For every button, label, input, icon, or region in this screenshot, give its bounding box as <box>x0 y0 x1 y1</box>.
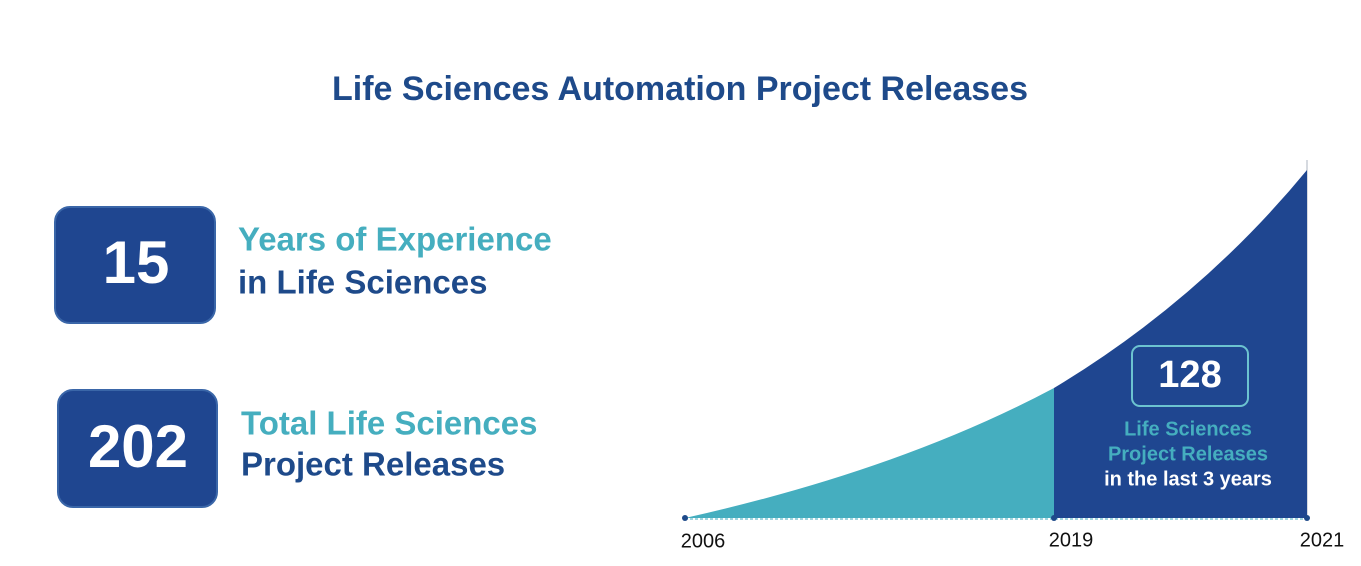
callout-label: Project Releases <box>1108 443 1268 465</box>
timeline-dot <box>1051 515 1057 521</box>
title: Life Sciences Automation Project Release… <box>332 70 1028 108</box>
callout-label: Life Sciences <box>1124 418 1252 440</box>
area-recent <box>1054 170 1307 518</box>
stat-label: Years of Experience <box>238 221 552 258</box>
timeline-dot <box>1304 515 1310 521</box>
timeline-label: 2021 <box>1300 529 1345 551</box>
stat-label: Total Life Sciences <box>241 405 537 442</box>
timeline-label: 2006 <box>681 530 726 552</box>
stat-label: Project Releases <box>241 446 505 483</box>
callout-value: 128 <box>1158 354 1221 396</box>
timeline-label: 2019 <box>1049 529 1094 551</box>
area-early <box>685 388 1054 518</box>
stat-box <box>54 206 216 324</box>
callout-box <box>1131 345 1249 407</box>
stat-box <box>57 389 218 508</box>
stat-value: 15 <box>103 229 170 296</box>
stat-value: 202 <box>88 413 188 480</box>
timeline-dot <box>682 515 688 521</box>
stat-label: in Life Sciences <box>238 264 487 301</box>
callout-label: in the last 3 years <box>1104 468 1272 490</box>
